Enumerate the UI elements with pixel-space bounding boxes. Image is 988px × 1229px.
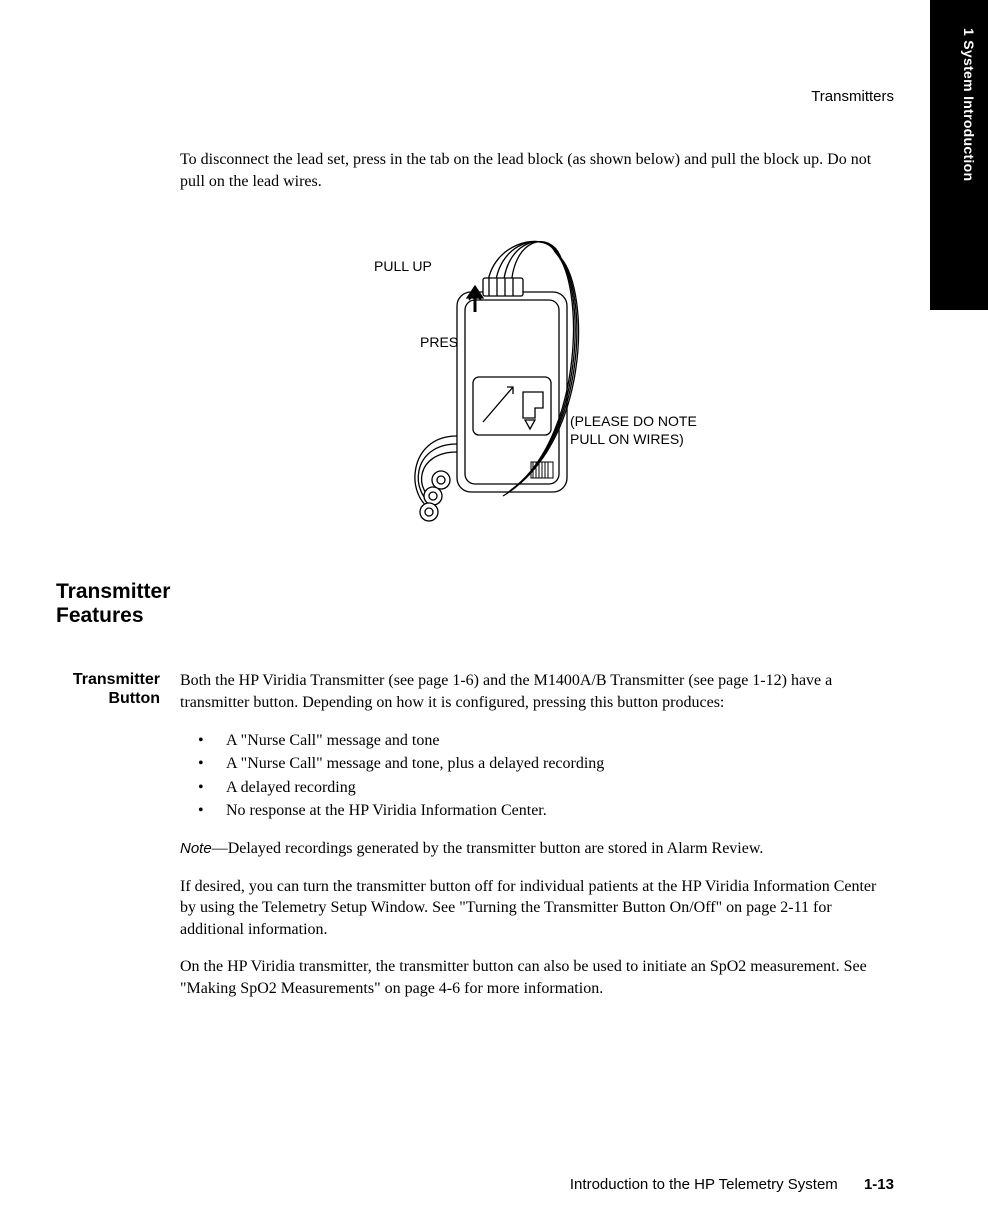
note-label: Note — [180, 840, 212, 857]
sub-para-2: If desired, you can turn the transmitter… — [180, 876, 880, 941]
bullet-item: No response at the HP Viridia Informatio… — [198, 799, 880, 822]
note-paragraph: Note—Delayed recordings generated by the… — [180, 838, 880, 860]
sub-para-3: On the HP Viridia transmitter, the trans… — [180, 956, 880, 999]
page-header: Transmitters — [811, 86, 894, 107]
section-heading-line1: Transmitter — [56, 580, 206, 604]
page-footer: Introduction to the HP Telemetry System … — [570, 1174, 894, 1195]
sub-heading-col: Transmitter Button — [56, 670, 170, 708]
footer-page-number: 1-13 — [864, 1176, 894, 1193]
bullet-item: A "Nurse Call" message and tone — [198, 729, 880, 752]
sub-body-col: Both the HP Viridia Transmitter (see pag… — [180, 670, 880, 1000]
section-heading-area: Transmitter Features — [56, 580, 206, 628]
side-tab-label: 1 System Introduction — [958, 28, 978, 181]
transmitter-illustration — [395, 222, 605, 522]
note-text: Delayed recordings generated by the tran… — [228, 840, 764, 857]
bullet-item: A "Nurse Call" message and tone, plus a … — [198, 752, 880, 775]
figure-area: PULL UP PRESS (PLEASE DO NOTE PULL ON WI… — [180, 212, 880, 522]
sub-para-1: Both the HP Viridia Transmitter (see pag… — [180, 670, 880, 713]
sub-heading-line1: Transmitter — [56, 670, 160, 689]
footer-text: Introduction to the HP Telemetry System — [570, 1176, 838, 1193]
bullet-list: A "Nurse Call" message and tone A "Nurse… — [198, 729, 880, 822]
sub-heading-line2: Button — [56, 689, 160, 708]
subsection-transmitter-button: Transmitter Button Both the HP Viridia T… — [56, 670, 878, 1016]
bullet-item: A delayed recording — [198, 776, 880, 799]
intro-block: To disconnect the lead set, press in the… — [180, 149, 879, 532]
note-dash: — — [212, 840, 228, 857]
section-heading-line2: Features — [56, 604, 206, 628]
intro-paragraph: To disconnect the lead set, press in the… — [180, 149, 879, 192]
